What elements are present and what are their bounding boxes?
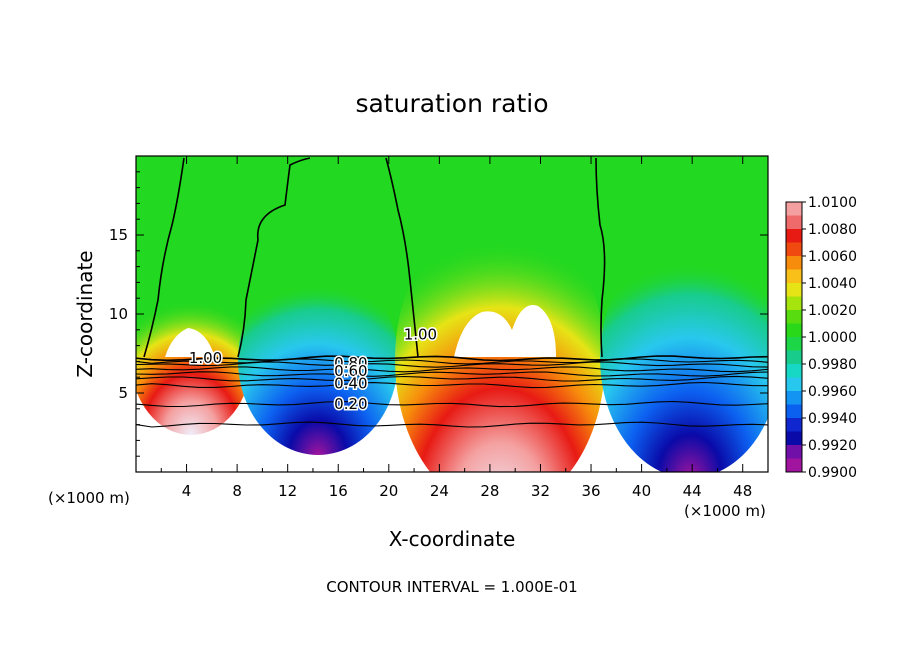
contour-line	[135, 361, 769, 368]
colorbar-label: 0.9900	[808, 465, 857, 481]
cloud-top-white-left	[165, 328, 215, 357]
colorbar-swatch	[786, 337, 802, 351]
colorbar-label: 1.0080	[808, 222, 857, 238]
contour-line	[135, 358, 769, 365]
y-tick-label: 10	[109, 305, 128, 323]
colorbar: 1.0100 1.0080 1.0060 1.0040 1.0020 1.0000 0.99…	[785, 195, 857, 481]
y-axis-label: Z-coordinate	[73, 250, 97, 377]
contour-interval-note: CONTOUR INTERVAL = 1.000E-01	[326, 578, 577, 596]
colorbar-label: 1.0100	[808, 195, 857, 211]
contour-line	[135, 366, 769, 373]
x-tick-label: 24	[430, 482, 449, 500]
colorbar-label: 0.9960	[808, 384, 857, 400]
colorbar-swatch	[786, 391, 802, 405]
cloud-top-white-center	[454, 305, 556, 357]
colorbar-label: 0.9940	[808, 411, 857, 427]
x-unit-left: (×1000 m)	[48, 489, 130, 507]
colorbar-swatch	[786, 256, 802, 270]
contour-line	[135, 371, 769, 377]
y-tick-label: 15	[109, 226, 128, 244]
saturation-isoline-2	[237, 157, 311, 358]
plume-low-right	[600, 238, 768, 472]
x-tick-label: 48	[733, 482, 752, 500]
contour-label: 0.80	[334, 354, 367, 372]
colorbar-swatch	[786, 418, 802, 432]
saturation-isoline-3	[385, 157, 419, 358]
x-unit-right: (×1000 m)	[684, 502, 766, 520]
contour-label: 0.60	[334, 362, 367, 380]
contour-label: 1.00	[404, 326, 437, 344]
x-tick-label: 32	[531, 482, 550, 500]
x-tick-label: 4	[182, 482, 192, 500]
contour-line	[135, 381, 769, 389]
colorbar-swatch	[786, 377, 802, 392]
contour-label: 0.20	[334, 395, 367, 413]
contour-line	[135, 400, 769, 408]
colorbar-swatch	[786, 350, 802, 365]
contour-label: 1.00	[189, 349, 222, 367]
plume-high-left	[136, 285, 251, 435]
x-tick-label: 40	[632, 482, 651, 500]
contour-line	[135, 355, 769, 362]
plot-area: 1.001.000.800.600.400.20 4 8 12 16 20 24 28 32 3…	[109, 155, 769, 500]
colorbar-swatch	[786, 296, 802, 311]
colorbar-swatch	[786, 431, 802, 446]
contour-label: 0.40	[334, 375, 367, 393]
colorbar-label: 0.9920	[808, 438, 857, 454]
y-tick-label: 5	[118, 384, 128, 402]
colorbar-label: 1.0000	[808, 330, 857, 346]
saturation-isoline-4	[595, 157, 606, 358]
colorbar-swatch	[786, 242, 802, 257]
contour-line	[135, 421, 769, 428]
saturation-isoline-1	[143, 157, 185, 358]
x-tick-label: 28	[480, 482, 499, 500]
x-tick-label: 16	[329, 482, 348, 500]
colorbar-swatch	[786, 215, 802, 230]
x-tick-label: 20	[379, 482, 398, 500]
colorbar-label: 0.9980	[808, 357, 857, 373]
contour-labels: 1.00 1.00 0.800.600.40 0.20	[187, 324, 438, 415]
colorbar-swatch	[786, 364, 802, 378]
colorbar-swatch	[786, 269, 802, 284]
lower-contours	[135, 355, 769, 428]
x-axis-ticks: 4 8 12 16 20 24 28 32 36 40 44 48	[160, 156, 752, 500]
x-tick-label: 36	[581, 482, 600, 500]
colorbar-swatch	[786, 445, 802, 459]
colorbar-swatch	[786, 458, 802, 473]
colorbar-swatch	[786, 310, 802, 324]
chart-title: saturation ratio	[355, 89, 548, 118]
colorbar-swatch	[786, 229, 802, 243]
colorbar-swatch	[786, 404, 802, 419]
x-axis-label: X-coordinate	[389, 527, 516, 551]
colorbar-swatch	[786, 202, 802, 216]
colorbar-label: 1.0040	[808, 276, 857, 292]
colorbar-label: 1.0060	[808, 249, 857, 265]
colorbar-swatch	[786, 323, 802, 338]
y-axis-ticks: 5 10 15	[109, 171, 768, 457]
contour-line	[135, 375, 769, 382]
x-tick-label: 44	[683, 482, 702, 500]
colorbar-swatch	[786, 283, 802, 297]
x-tick-label: 12	[278, 482, 297, 500]
x-tick-label: 8	[232, 482, 242, 500]
colorbar-label: 1.0020	[808, 303, 857, 319]
